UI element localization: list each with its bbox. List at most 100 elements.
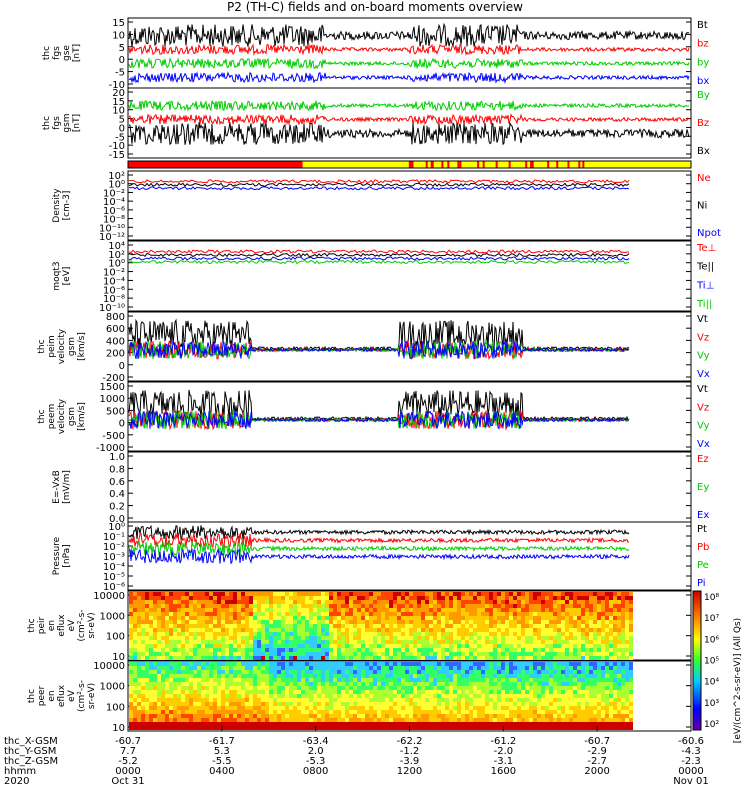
spec-cell: [529, 612, 533, 616]
spec-cell: [597, 686, 601, 690]
spec-cell: [589, 612, 593, 616]
spec-cell: [477, 686, 481, 690]
spec-cell: [517, 678, 521, 682]
spec-cell: [209, 710, 213, 714]
spec-cell: [381, 640, 385, 644]
spec-cell: [381, 656, 385, 660]
spec-cell: [505, 628, 509, 632]
spec-cell: [605, 706, 609, 710]
spec-cell: [477, 600, 481, 604]
spec-cell: [505, 690, 509, 694]
spec-cell: [397, 718, 401, 722]
spec-cell: [157, 698, 161, 702]
spec-cell: [517, 608, 521, 612]
spec-cell: [241, 706, 245, 710]
spec-cell: [333, 682, 337, 686]
xtick-label: -1.2: [400, 746, 420, 757]
spec-cell: [361, 702, 365, 706]
spec-cell: [153, 640, 157, 644]
spec-cell: [473, 670, 477, 674]
spec-cell: [393, 640, 397, 644]
spec-cell: [333, 624, 337, 628]
spec-cell: [305, 698, 309, 702]
spec-cell: [433, 674, 437, 678]
spec-cell: [553, 600, 557, 604]
spec-cell: [313, 674, 317, 678]
spec-cell: [209, 718, 213, 722]
xtick-label: -63.4: [303, 736, 329, 747]
spec-cell: [529, 726, 533, 730]
spec-cell: [257, 710, 261, 714]
xtick-label: -5.2: [118, 756, 138, 767]
spec-cell: [497, 612, 501, 616]
spec-cell: [597, 656, 601, 660]
spec-cell: [373, 636, 377, 640]
spec-cell: [369, 682, 373, 686]
spec-cell: [285, 726, 289, 730]
spec-cell: [253, 678, 257, 682]
spec-cell: [517, 670, 521, 674]
spec-cell: [397, 678, 401, 682]
legend-Vt: Vt: [697, 384, 708, 395]
spec-cell: [173, 596, 177, 600]
spec-cell: [437, 686, 441, 690]
spec-cell: [409, 608, 413, 612]
spec-cell: [421, 600, 425, 604]
spec-cell: [537, 620, 541, 624]
spec-cell: [405, 670, 409, 674]
xtick-label: -60.7: [584, 736, 610, 747]
spec-cell: [549, 710, 553, 714]
spec-cell: [521, 690, 525, 694]
spec-cell: [153, 656, 157, 660]
xtick-label: -4.3: [681, 746, 701, 757]
spec-cell: [409, 600, 413, 604]
spec-cell: [173, 616, 177, 620]
spec-cell: [565, 608, 569, 612]
spec-cell: [381, 608, 385, 612]
spec-cell: [561, 702, 565, 706]
spec-cell: [181, 592, 185, 596]
spec-cell: [513, 632, 517, 636]
spec-cell: [469, 682, 473, 686]
spec-cell: [389, 714, 393, 718]
spec-cell: [273, 702, 277, 706]
spec-cell: [245, 604, 249, 608]
spec-cell: [433, 608, 437, 612]
spec-cell: [345, 726, 349, 730]
spec-cell: [429, 710, 433, 714]
spec-cell: [249, 674, 253, 678]
spec-cell: [525, 596, 529, 600]
spec-cell: [201, 600, 205, 604]
spec-cell: [189, 624, 193, 628]
spec-cell: [129, 722, 133, 726]
ytick-label: -10: [109, 141, 125, 152]
spec-cell: [141, 698, 145, 702]
spec-cell: [145, 652, 149, 656]
spec-cell: [549, 616, 553, 620]
spec-cell: [581, 706, 585, 710]
spec-cell: [501, 632, 505, 636]
spec-cell: [265, 640, 269, 644]
spec-cell: [509, 604, 513, 608]
spec-cell: [301, 656, 305, 660]
spec-cell: [609, 722, 613, 726]
ylabel-line: (cm²-s-: [77, 680, 87, 712]
spec-cell: [141, 710, 145, 714]
spec-cell: [225, 596, 229, 600]
spec-cell: [277, 662, 281, 666]
spec-cell: [145, 710, 149, 714]
spec-cell: [169, 632, 173, 636]
spec-cell: [425, 600, 429, 604]
ylabel-line: eV: [67, 619, 77, 632]
spec-cell: [177, 604, 181, 608]
spec-cell: [289, 652, 293, 656]
spec-cell: [229, 682, 233, 686]
spec-cell: [401, 662, 405, 666]
spec-cell: [597, 636, 601, 640]
spec-cell: [513, 690, 517, 694]
spec-cell: [577, 600, 581, 604]
spec-cell: [209, 706, 213, 710]
spec-cell: [405, 612, 409, 616]
spec-cell: [177, 702, 181, 706]
spec-cell: [345, 662, 349, 666]
